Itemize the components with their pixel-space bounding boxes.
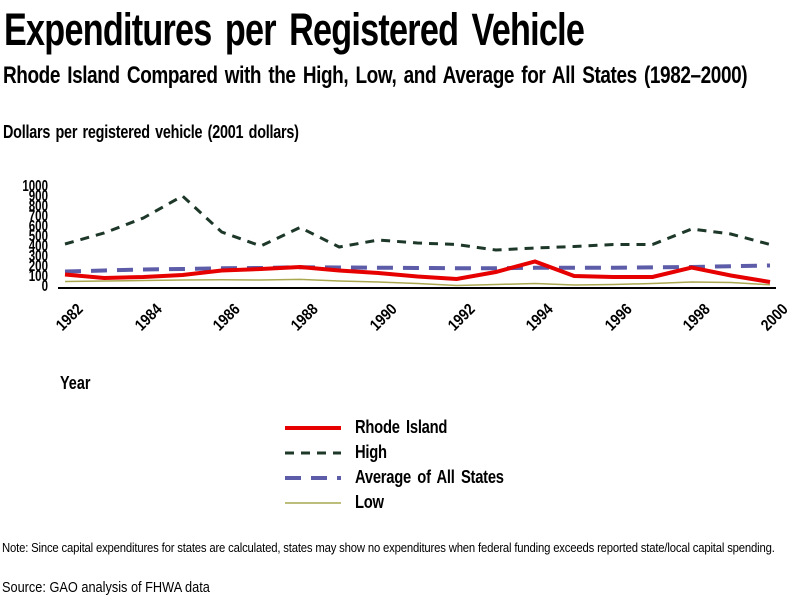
y-tick-label-500: 500	[28, 228, 48, 245]
legend-swatch-solid	[285, 425, 341, 430]
legend-item-rhode-island: Rhode Island	[285, 415, 536, 440]
y-tick-label-0: 0	[41, 278, 48, 295]
chart-title: Expenditures per Registered Vehicle	[4, 4, 767, 56]
y-axis-units-label: Dollars per registered vehicle (2001 dol…	[3, 122, 373, 143]
legend-item-average-of-all-states: Average of All States	[285, 465, 536, 490]
source-text-content: Source: GAO analysis of FHWA data	[2, 579, 210, 596]
note-text: Note: Since capital expenditures for sta…	[2, 540, 800, 555]
y-tick-label-700: 700	[28, 208, 48, 225]
legend-label: Low	[355, 492, 384, 512]
y-tick-label-100: 100	[28, 268, 48, 285]
legend-swatch-long-dash	[285, 475, 341, 480]
y-tick-label-900: 900	[28, 188, 48, 205]
series-line-low	[64, 278, 771, 287]
x-axis-title: Year	[60, 373, 98, 394]
series-line-average-of-all-states	[64, 263, 771, 274]
legend-swatch-dashed	[285, 451, 341, 454]
source-text: Source: GAO analysis of FHWA data	[2, 579, 247, 596]
legend: Rhode Island High Average of All States Low	[285, 415, 536, 515]
legend-swatch-solid	[285, 501, 341, 504]
legend-label: High	[355, 442, 387, 462]
y-tick-label-600: 600	[28, 218, 48, 235]
chart-subtitle: Rhode Island Compared with the High, Low…	[3, 62, 800, 90]
y-tick-label-300: 300	[28, 248, 48, 265]
chart-subtitle-text: Rhode Island Compared with the High, Low…	[3, 62, 748, 89]
y-tick-label-800: 800	[28, 198, 48, 215]
y-tick-label-1000: 1000	[22, 178, 48, 195]
series-line-rhode-island	[64, 259, 771, 284]
y-tick-label-200: 200	[28, 258, 48, 275]
legend-label: Average of All States	[355, 467, 504, 487]
x-axis-title-text: Year	[60, 373, 91, 393]
chart-title-text: Expenditures per Registered Vehicle	[4, 4, 585, 55]
y-axis-units-text: Dollars per registered vehicle (2001 dol…	[3, 122, 299, 142]
y-tick-label-400: 400	[28, 238, 48, 255]
note-text-content: Note: Since capital expenditures for sta…	[2, 540, 775, 555]
legend-item-high: High	[285, 440, 536, 465]
legend-item-low: Low	[285, 490, 536, 515]
legend-label: Rhode Island	[355, 417, 448, 437]
series-line-high	[64, 194, 771, 252]
